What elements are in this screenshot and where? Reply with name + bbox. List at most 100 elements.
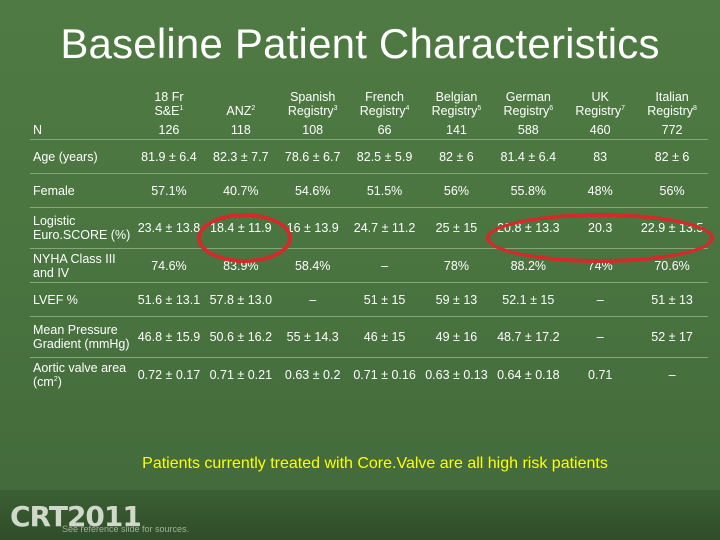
column-header: Spanish Registry3: [277, 82, 349, 120]
table-cell: 56%: [636, 173, 708, 208]
table-cell: 83: [564, 139, 637, 174]
column-header-name: Registry: [575, 104, 622, 118]
table-cell: 588: [492, 120, 565, 140]
table-cell: 82.5 ± 5.9: [348, 139, 421, 174]
column-header-line2: Registry5: [421, 104, 493, 118]
highlight-ellipse-right: [486, 213, 714, 263]
table-cell: 81.4 ± 6.4: [492, 139, 565, 174]
table-cell: 0.64 ± 0.18: [497, 367, 560, 382]
row-label: LVEF %: [30, 282, 133, 317]
column-header-name: S&E: [154, 104, 180, 118]
row-label: Age (years): [30, 139, 133, 174]
column-header-line1: French: [365, 90, 405, 104]
row-label-text: Logistic Euro.SCORE (%): [33, 214, 131, 242]
table-cell: 52.1 ± 15: [492, 282, 565, 317]
table-cell: 82 ± 6: [420, 139, 493, 174]
column-header: Italian Registry8: [636, 82, 708, 120]
table-cell: 82 ± 6: [636, 139, 708, 174]
table-cell: 78.6 ± 6.7: [276, 139, 349, 174]
table-cell: 82.3 ± 7.7: [204, 139, 277, 174]
reference-note: See reference slide for sources.: [62, 524, 190, 534]
table-cell: 66: [348, 120, 421, 140]
table-cell: 118: [204, 120, 277, 140]
header-corner: [30, 82, 133, 120]
column-header-name: Registry: [287, 104, 334, 118]
table-cell: –: [348, 248, 421, 283]
column-header: German Registry6: [492, 82, 564, 120]
row-label: Aortic valve area (cm2): [30, 358, 133, 392]
header-row: 18 Fr S&E1 ANZ2 Spanish Registry3 French Regis…: [30, 82, 708, 120]
row-label-text: LVEF %: [33, 292, 78, 307]
table-cell: 0.71 ± 0.21: [209, 367, 273, 382]
column-header-line2: Registry7: [564, 104, 636, 118]
column-header-ref: 2: [251, 104, 256, 112]
table-cell: 48.7 ± 17.2: [492, 316, 565, 358]
table-cell: 0.72 ± 0.17: [137, 367, 201, 382]
column-header-name: Registry: [503, 104, 550, 118]
table-cell: –: [276, 282, 349, 317]
column-header: 18 Fr S&E1: [133, 82, 205, 120]
row-label-text: Mean Pressure Gradient (mmHg): [33, 323, 130, 351]
column-header-line2: ANZ2: [205, 104, 277, 118]
table-row: Age (years) 81.9 ± 6.4 82.3 ± 7.7 78.6 ± 6.…: [30, 139, 708, 174]
column-header-ref: 3: [333, 104, 338, 112]
table-cell: 141: [420, 120, 493, 140]
table-cell: 51.6 ± 13.1: [133, 282, 205, 317]
table-cell: 57.8 ± 13.0: [204, 282, 277, 317]
table-cell: 460: [564, 120, 637, 140]
column-header: Belgian Registry5: [421, 82, 493, 120]
table-cell: –: [564, 282, 637, 317]
column-header-line1: Spanish: [290, 90, 336, 104]
table-cell: 54.6%: [276, 173, 349, 208]
column-header-line1: 18 Fr: [154, 90, 184, 104]
column-header: French Registry4: [349, 82, 421, 120]
table-cell: 24.7 ± 11.2: [348, 207, 421, 249]
column-header-line1: Belgian: [435, 90, 478, 104]
row-label: NYHA Class III and IV: [30, 248, 133, 283]
column-header-ref: 8: [693, 104, 697, 112]
column-header-ref: 7: [621, 104, 626, 112]
table-cell: 108: [276, 120, 349, 140]
table-cell: 51 ± 15: [348, 282, 421, 317]
table-cell: –: [668, 367, 676, 382]
table-cell: 46.8 ± 15.9: [133, 316, 205, 358]
table-cell: 52 ± 17: [636, 316, 708, 358]
column-header-ref: 4: [405, 104, 410, 112]
column-header-line1: German: [505, 90, 551, 104]
table-cell: 59 ± 13: [420, 282, 493, 317]
table-row: Mean Pressure Gradient (mmHg) 46.8 ± 15.9…: [30, 316, 708, 358]
row-label: Logistic Euro.SCORE (%): [30, 207, 133, 249]
table-cell: 51 ± 13: [636, 282, 708, 317]
table-cell: 0.63 ± 0.2: [284, 367, 341, 382]
table-cell: 56%: [420, 173, 493, 208]
table-cell: 81.9 ± 6.4: [133, 139, 205, 174]
table-cell: 78%: [420, 248, 493, 283]
row-label-end: ): [57, 374, 62, 389]
table-row: Female 57.1% 40.7% 54.6% 51.5% 56% 55.8% 48% 56%: [30, 173, 708, 208]
table-row: LVEF % 51.6 ± 13.1 57.8 ± 13.0–51 ± 15 59 ±…: [30, 282, 708, 317]
column-header: UK Registry7: [564, 82, 636, 120]
column-header-line2: Registry3: [277, 104, 349, 118]
table-cell: 49 ± 16: [420, 316, 493, 358]
table-cell: 51.5%: [348, 173, 421, 208]
column-header-line2: S&E1: [133, 104, 205, 118]
table-cell: 25 ± 15: [420, 207, 493, 249]
table-cell: 23.4 ± 13.8: [133, 207, 205, 249]
table-cell: 57.1%: [133, 173, 205, 208]
row-label: N: [30, 120, 133, 140]
highlight-ellipse-left: [197, 213, 292, 263]
table-cell: 772: [636, 120, 708, 140]
column-header-name: Registry: [647, 104, 694, 118]
row-label: Female: [30, 173, 133, 208]
footer-message: Patients currently treated with Core.Val…: [142, 455, 608, 472]
column-header-ref: 1: [179, 104, 184, 112]
table-cell: 40.7%: [204, 173, 277, 208]
crt-logo: CRT2011: [10, 500, 142, 533]
column-header-line2: Registry4: [349, 104, 421, 118]
table-cell: 46 ± 15: [348, 316, 421, 358]
column-header-name: ANZ: [226, 104, 252, 118]
row-label-text: Female: [33, 183, 75, 198]
column-header-name: Registry: [359, 104, 406, 118]
column-header-line1: UK: [591, 90, 609, 104]
